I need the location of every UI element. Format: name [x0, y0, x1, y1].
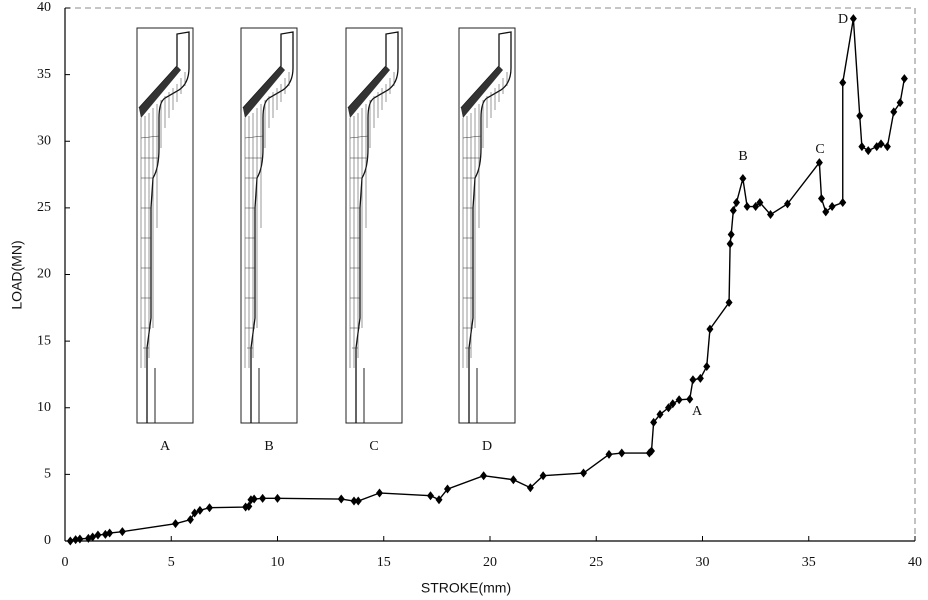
y-tick-label: 20	[37, 267, 51, 282]
x-tick-label: 25	[589, 555, 603, 570]
y-tick-label: 40	[37, 0, 51, 15]
data-point	[865, 146, 872, 155]
data-point	[480, 471, 487, 480]
y-tick-label: 35	[37, 67, 51, 82]
inset-image	[459, 28, 515, 423]
data-point	[580, 469, 587, 478]
data-point	[274, 494, 281, 503]
data-point	[427, 491, 434, 500]
data-point	[676, 395, 683, 404]
annotation: D	[838, 12, 848, 27]
x-tick-label: 30	[696, 555, 710, 570]
y-tick-label: 5	[44, 467, 51, 482]
data-point	[901, 74, 908, 83]
y-tick-label: 0	[44, 533, 51, 548]
annotation: C	[815, 142, 824, 157]
data-point	[728, 230, 735, 239]
data-point	[355, 497, 362, 506]
data-point	[744, 202, 751, 211]
data-point	[119, 527, 126, 536]
inset-label: D	[482, 439, 492, 454]
x-tick-label: 5	[168, 555, 175, 570]
x-axis-title: STROKE(mm)	[421, 580, 511, 596]
data-point	[839, 78, 846, 87]
data-point	[829, 202, 836, 211]
inset-label: C	[369, 439, 378, 454]
data-point	[606, 450, 613, 459]
data-point	[689, 375, 696, 384]
data-point	[686, 395, 693, 404]
annotation: B	[738, 149, 747, 164]
x-tick-label: 35	[802, 555, 816, 570]
y-tick-label: 10	[37, 400, 51, 415]
data-point	[856, 111, 863, 120]
data-point	[67, 537, 74, 546]
annotation: A	[692, 404, 703, 419]
data-point	[858, 142, 865, 151]
data-point	[850, 14, 857, 23]
data-point	[730, 206, 737, 215]
data-point	[839, 198, 846, 207]
inset-image	[241, 28, 297, 423]
data-point	[206, 503, 213, 512]
x-tick-label: 40	[908, 555, 922, 570]
y-tick-label: 15	[37, 333, 51, 348]
data-point	[818, 194, 825, 203]
data-point	[338, 495, 345, 504]
data-point	[259, 494, 266, 503]
x-tick-label: 15	[377, 555, 391, 570]
y-axis-title: LOAD(MN)	[9, 240, 25, 309]
data-point	[94, 531, 101, 540]
data-point	[510, 475, 517, 484]
insets	[137, 28, 515, 423]
x-tick-label: 0	[62, 555, 69, 570]
x-tick-label: 10	[271, 555, 285, 570]
data-point	[739, 174, 746, 183]
data-point	[884, 142, 891, 151]
y-tick-label: 30	[37, 133, 51, 148]
data-point	[822, 207, 829, 216]
chart: STROKE(mm) LOAD(MN) 0 5 10 15 20 25 30 35 40 0 5 10…	[0, 0, 928, 600]
x-tick-label: 20	[483, 555, 497, 570]
data-point	[727, 239, 734, 248]
data-point	[376, 489, 383, 498]
inset-image	[346, 28, 402, 423]
data-point	[76, 535, 83, 544]
inset-label: B	[264, 439, 273, 454]
data-point	[172, 519, 179, 528]
y-tick-label: 25	[37, 200, 51, 215]
data-point	[733, 198, 740, 207]
inset-label: A	[160, 439, 171, 454]
inset-image	[137, 28, 193, 423]
data-point	[618, 449, 625, 458]
